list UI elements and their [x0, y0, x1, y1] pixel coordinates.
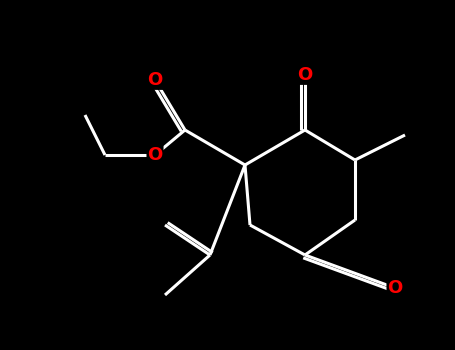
Text: O: O	[147, 71, 162, 89]
Text: O: O	[147, 146, 162, 164]
Text: O: O	[387, 279, 403, 297]
Text: O: O	[298, 66, 313, 84]
